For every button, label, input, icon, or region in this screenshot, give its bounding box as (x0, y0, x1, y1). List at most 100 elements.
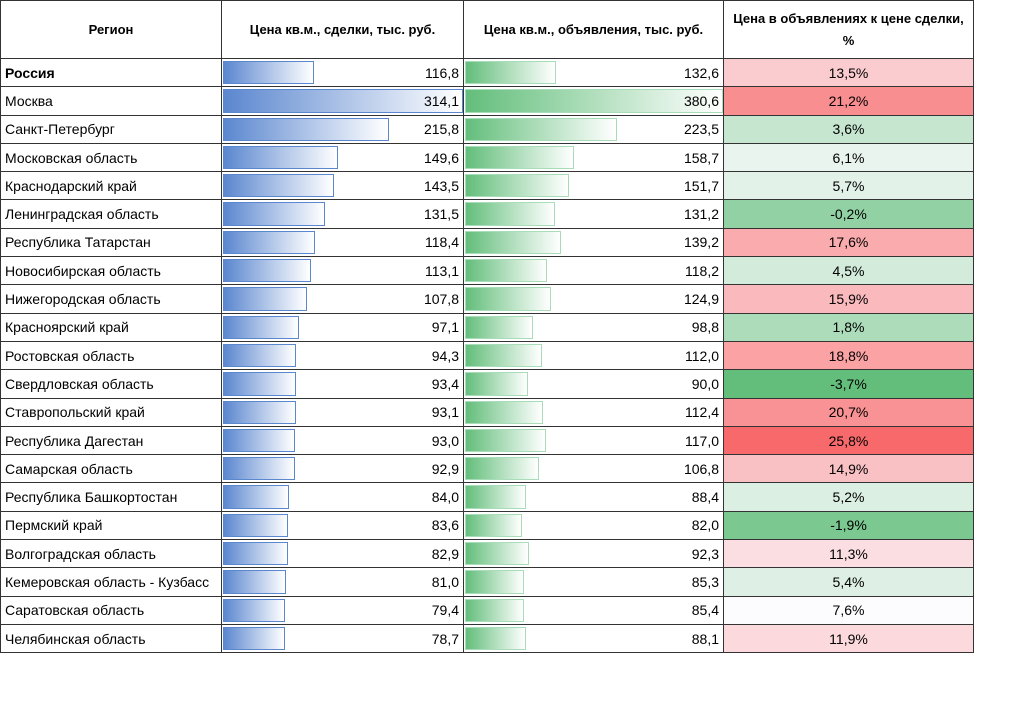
ratio-cell: 7,6% (723, 595, 974, 625)
value-text: 380,6 (683, 92, 719, 109)
data-bar (223, 372, 296, 396)
data-bar (465, 485, 527, 509)
header-cell: Цена в объявлениях к цене сделки, % (723, 0, 974, 59)
ratio-text: 3,6% (832, 121, 865, 138)
region-cell: Новосибирская область (0, 256, 222, 286)
value-text: 88,4 (691, 489, 719, 506)
value-cell: 94,3 (221, 340, 464, 371)
value-cell: 223,5 (463, 114, 724, 144)
value-text: 97,1 (431, 319, 459, 336)
table-row: Москва 314,1 380,6 21,2% (0, 86, 974, 116)
value-cell: 90,0 (463, 369, 724, 399)
ratio-cell: 25,8% (723, 425, 974, 456)
value-text: 124,9 (683, 291, 719, 308)
table-row: Московская область 149,6 158,7 6,1% (0, 142, 974, 173)
table-row: Новосибирская область 113,1 118,2 4,5% (0, 256, 974, 286)
ratio-text: 18,8% (828, 347, 869, 364)
value-text: 107,8 (423, 291, 459, 308)
value-text: 118,2 (685, 262, 719, 279)
value-cell: 314,1 (221, 86, 464, 116)
data-bar (223, 513, 289, 538)
ratio-text: -0,2% (830, 206, 867, 223)
value-text: 78,7 (431, 630, 459, 647)
region-cell: Волгоградская область (0, 539, 222, 569)
value-text: 106,8 (683, 460, 719, 477)
region-cell: Республика Башкортостан (0, 482, 222, 512)
value-cell: 107,8 (221, 284, 464, 314)
value-text: 92,3 (691, 545, 719, 562)
ratio-text: -1,9% (830, 517, 867, 534)
value-cell: 98,8 (463, 312, 724, 342)
value-text: 85,3 (691, 573, 719, 590)
value-cell: 93,0 (221, 425, 464, 456)
data-bar (223, 202, 325, 226)
value-cell: 85,3 (463, 567, 724, 597)
table-row: Кемеровская область - Кузбасс 81,0 85,3 5,4… (0, 567, 974, 597)
value-cell: 151,7 (463, 171, 724, 201)
header-row: Регион Цена кв.м., сделки, тыс. руб. Цен… (0, 0, 974, 59)
table-row: Ростовская область 94,3 112,0 18,8% (0, 340, 974, 371)
table-row: Ленинградская область 131,5 131,2 -0,2% (0, 199, 974, 229)
ratio-cell: 11,9% (723, 623, 974, 654)
ratio-text: 14,9% (828, 460, 869, 477)
ratio-text: 15,9% (828, 291, 869, 308)
ratio-cell: -1,9% (723, 510, 974, 541)
value-cell: 79,4 (221, 595, 464, 625)
value-text: 116,8 (425, 64, 459, 81)
value-cell: 97,1 (221, 312, 464, 342)
data-bar (223, 626, 285, 651)
value-cell: 82,0 (463, 510, 724, 541)
ratio-text: 6,1% (832, 149, 865, 166)
data-bar (223, 343, 297, 368)
data-bar (223, 89, 463, 113)
table-row: Россия 116,8 132,6 13,5% (0, 57, 974, 88)
data-bar (465, 145, 574, 170)
region-cell: Кемеровская область - Кузбасс (0, 567, 222, 597)
region-cell: Нижегородская область (0, 284, 222, 314)
header-cell: Цена кв.м., объявления, тыс. руб. (463, 0, 724, 59)
region-cell: Москва (0, 86, 222, 116)
table-row: Республика Татарстан 118,4 139,2 17,6% (0, 227, 974, 258)
value-cell: 380,6 (463, 86, 724, 116)
value-text: 112,0 (685, 347, 719, 364)
value-cell: 81,0 (221, 567, 464, 597)
table-row: Самарская область 92,9 106,8 14,9% (0, 454, 974, 484)
ratio-text: 21,2% (828, 92, 869, 109)
ratio-cell: 4,5% (723, 256, 974, 286)
data-bar (223, 230, 315, 255)
ratio-cell: 3,6% (723, 114, 974, 144)
ratio-cell: 5,7% (723, 171, 974, 201)
ratio-text: 1,8% (832, 319, 865, 336)
ratio-cell: 15,9% (723, 284, 974, 314)
value-cell: 131,5 (221, 199, 464, 229)
ratio-cell: 13,5% (723, 57, 974, 88)
value-text: 94,3 (431, 347, 459, 364)
value-cell: 131,2 (463, 199, 724, 229)
ratio-cell: 21,2% (723, 86, 974, 116)
value-cell: 78,7 (221, 623, 464, 654)
value-text: 88,1 (691, 630, 719, 647)
data-bar (465, 259, 547, 283)
region-cell: Республика Дагестан (0, 425, 222, 456)
table-row: Ставропольский край 93,1 112,4 20,7% (0, 397, 974, 427)
value-cell: 113,1 (221, 256, 464, 286)
data-bar (465, 202, 556, 226)
value-cell: 117,0 (463, 425, 724, 456)
region-cell: Самарская область (0, 454, 222, 484)
data-bar (223, 428, 296, 453)
region-cell: Свердловская область (0, 369, 222, 399)
value-cell: 139,2 (463, 227, 724, 258)
data-bar (465, 626, 527, 651)
value-text: 82,0 (691, 517, 719, 534)
value-text: 158,7 (683, 149, 719, 166)
data-bar (465, 117, 618, 141)
ratio-text: -3,7% (830, 375, 867, 392)
value-text: 117,0 (685, 432, 719, 449)
value-cell: 92,9 (221, 454, 464, 484)
value-text: 83,6 (431, 517, 459, 534)
data-bar (465, 174, 570, 198)
value-text: 151,7 (683, 177, 719, 194)
value-text: 92,9 (431, 460, 459, 477)
ratio-text: 25,8% (828, 432, 869, 449)
region-cell: Ставропольский край (0, 397, 222, 427)
